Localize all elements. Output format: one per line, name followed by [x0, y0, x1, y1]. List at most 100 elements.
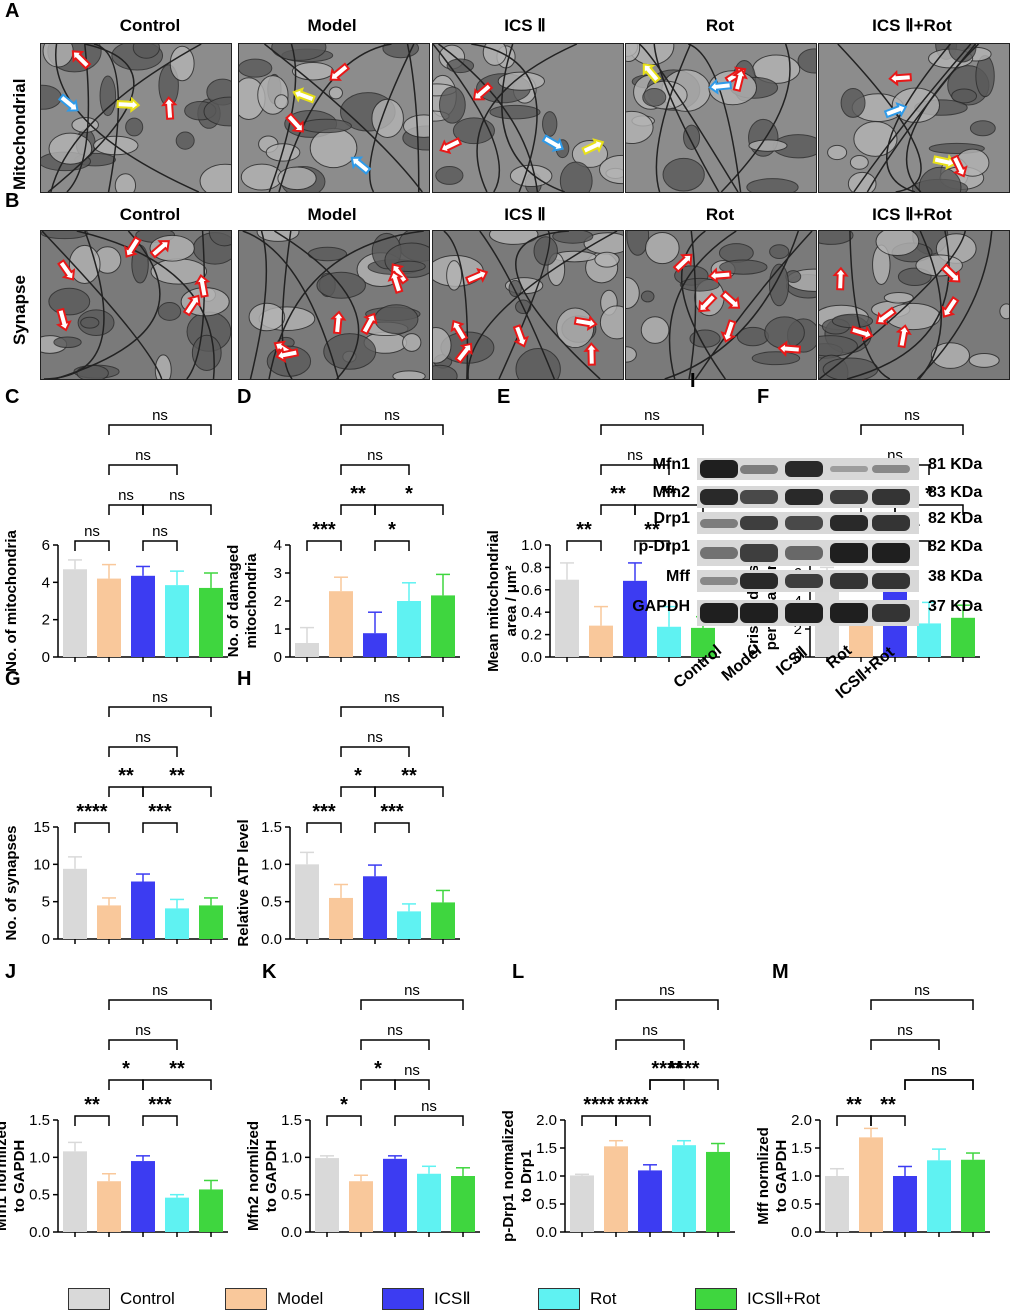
- wb-blot-strip: [697, 486, 919, 508]
- legend-label: Rot: [590, 1289, 617, 1308]
- significance-bracket: [360, 1039, 430, 1050]
- annotation-arrow-shape: [292, 87, 316, 104]
- significance-bracket: [326, 1115, 362, 1126]
- wb-band: [872, 603, 910, 623]
- annotation-arrow: [950, 154, 968, 178]
- micrograph-image: [41, 44, 231, 192]
- micrograph-membrane: [655, 44, 692, 192]
- significance-label: *: [122, 1058, 130, 1080]
- annotation-arrow: [350, 156, 372, 175]
- y-tick-label: 0.8: [521, 559, 542, 576]
- significance-bracket: [634, 540, 670, 551]
- annotation-arrow: [123, 235, 142, 258]
- y-axis-title: Relative ATP level: [235, 819, 252, 946]
- y-tick-label: 0.0: [281, 1224, 302, 1241]
- significance-label: ****: [583, 1094, 614, 1116]
- micrograph-membrane: [668, 231, 737, 379]
- significance-label: ***: [148, 801, 172, 823]
- bar-rot: [397, 601, 421, 657]
- micrograph-membrane: [866, 44, 977, 192]
- chart-m: M 0.0 0.5 1.0 1.5 2.0 Mff normlizedto GAPDH ** n…: [755, 960, 1017, 1257]
- annotation-arrow: [698, 292, 718, 313]
- annotation-arrow-shape: [285, 112, 304, 133]
- micrograph-texture: [169, 45, 195, 82]
- annotation-arrow-shape: [720, 319, 737, 343]
- micrograph-texture: [392, 370, 426, 379]
- wb-protein-label: p-Drp1: [638, 538, 690, 555]
- bar-icsⅱ+rot: [691, 627, 715, 657]
- significance-label: ns: [152, 689, 168, 706]
- annotation-arrow: [57, 93, 79, 112]
- significance-label: ns: [152, 523, 168, 540]
- wb-band: [700, 576, 738, 586]
- significance-bracket: [142, 504, 212, 515]
- micrograph-membrane: [501, 44, 565, 192]
- micrograph-texture: [371, 98, 404, 138]
- significance-bracket: [74, 540, 110, 551]
- annotation-arrow: [116, 96, 141, 113]
- micrograph-texture: [883, 291, 914, 304]
- micrograph-texture: [132, 44, 160, 59]
- y-tick-label: 1.0: [281, 1149, 302, 1166]
- annotation-arrow: [360, 312, 378, 336]
- significance-label: ns: [642, 1022, 658, 1039]
- annotation-arrow-shape: [698, 292, 718, 313]
- annotation-arrow: [292, 87, 316, 104]
- annotation-arrow: [194, 274, 211, 298]
- y-tick-label: 0.5: [281, 1187, 302, 1204]
- y-axis-title-line: area / μm²: [503, 566, 520, 637]
- significance-bracket: [600, 464, 670, 475]
- bar-icsⅱ+rot: [451, 1176, 475, 1232]
- significance-label: *: [925, 483, 933, 505]
- significance-bracket: [649, 1079, 685, 1090]
- micrograph-texture: [489, 104, 541, 120]
- micrograph-membrane: [438, 44, 539, 192]
- y-tick-label: 0.0: [521, 649, 542, 666]
- significance-label: **: [661, 483, 677, 505]
- chart-l: L 0.0 0.5 1.0 1.5 2.0 p-Drp1 normalizedto Drp1…: [500, 960, 762, 1257]
- micrograph-texture: [125, 117, 144, 137]
- panel-label-i: I: [690, 370, 696, 392]
- annotation-arrow-shape: [541, 134, 564, 152]
- wb-protein-label: Drp1: [653, 510, 690, 527]
- wb-band: [700, 460, 738, 478]
- micrograph-texture: [402, 114, 429, 138]
- micrograph-membrane: [853, 44, 972, 192]
- micrograph-texture: [488, 231, 539, 245]
- micrograph-texture: [256, 231, 300, 242]
- significance-label: *: [374, 1058, 382, 1080]
- legend-item-icsii: ICSⅡ: [382, 1288, 471, 1310]
- bar-model: [604, 1146, 628, 1232]
- micrograph-texture: [559, 161, 593, 192]
- significance-bracket: [581, 1115, 617, 1126]
- bar-rot: [917, 623, 941, 657]
- micrograph-texture: [515, 348, 561, 379]
- legend-item-control: Control: [68, 1288, 175, 1310]
- y-tick-label: 0.0: [261, 931, 282, 948]
- bar-icsⅱ: [131, 1161, 155, 1232]
- bar-rot: [397, 911, 421, 939]
- annotation-arrow-shape: [57, 93, 79, 112]
- significance-label: ns: [367, 447, 383, 464]
- micrograph-synapse-3: [432, 230, 624, 380]
- micrograph-texture: [191, 334, 222, 371]
- significance-bracket: [600, 424, 704, 435]
- significance-label: **: [169, 765, 185, 787]
- micrograph-membrane: [66, 44, 90, 192]
- wb-kda-label: 82 KDa: [928, 538, 983, 555]
- micrograph-texture: [328, 86, 343, 100]
- wb-blot-strip: [697, 512, 919, 534]
- wb-band: [830, 514, 868, 532]
- significance-label: ns: [904, 407, 920, 424]
- significance-bracket: [394, 1079, 430, 1090]
- micrograph-membrane: [846, 231, 950, 379]
- micrograph-texture: [827, 144, 848, 161]
- micrograph-texture: [849, 154, 869, 170]
- micrograph-texture: [53, 336, 82, 349]
- micrograph-membrane: [471, 44, 538, 192]
- significance-label: *: [340, 1094, 348, 1116]
- y-tick-label: 0.0: [29, 1224, 50, 1241]
- significance-label: ns: [404, 1062, 420, 1079]
- micrograph-texture: [271, 44, 327, 61]
